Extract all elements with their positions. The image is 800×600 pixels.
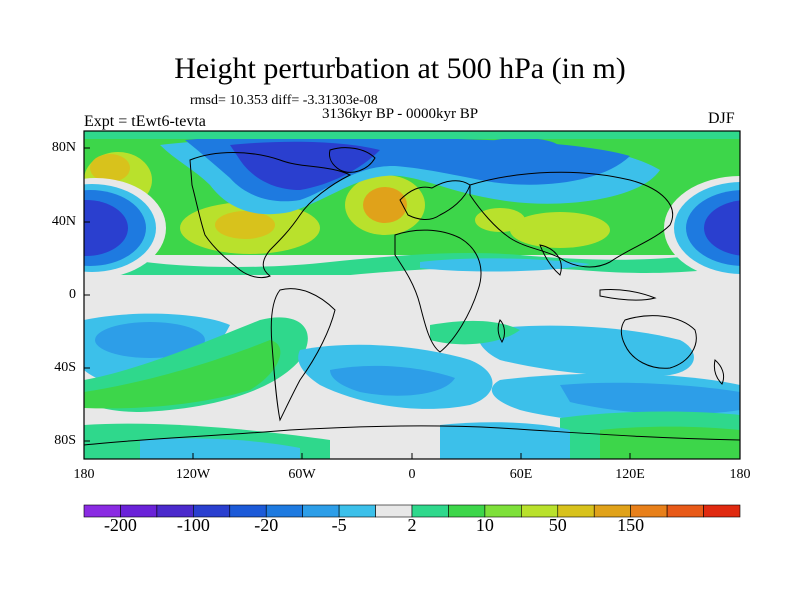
- lon-label: 60W: [288, 467, 316, 482]
- pacific-low-core: [704, 200, 740, 256]
- colorbar-label: -100: [176, 515, 210, 535]
- greenland-coast: [329, 147, 376, 173]
- experiment-label: Expt = tEwt6-tevta: [84, 113, 206, 130]
- yellow-patch: [215, 211, 275, 239]
- lon-label: 180: [73, 467, 95, 482]
- lat-label: 80S: [54, 433, 76, 448]
- stats-text: rmsd= 10.353 diff= -3.31303e-08: [190, 93, 378, 108]
- subtropical-streak: [420, 258, 590, 272]
- north-green-edge: [84, 250, 740, 275]
- season-label: DJF: [708, 110, 735, 127]
- colorbar-label: 50: [548, 515, 567, 535]
- lon-label: 60E: [509, 467, 533, 482]
- north-america-coast: [189, 152, 352, 279]
- south-blue-core: [330, 365, 455, 396]
- colorbar-swatch: [666, 504, 704, 518]
- colorbar-swatch: [703, 504, 741, 518]
- south-green-core: [84, 340, 281, 409]
- africa-coast: [394, 229, 482, 353]
- south-green-core: [600, 426, 740, 459]
- equatorial-gray: [84, 266, 740, 330]
- india-coast: [539, 244, 562, 276]
- height-field: [84, 131, 740, 459]
- yellow-patch: [90, 154, 130, 182]
- lon-label: 120W: [175, 467, 211, 482]
- antarctic-cyan: [440, 422, 570, 459]
- lat-label: 40N: [51, 214, 76, 229]
- top-strip: [84, 131, 740, 139]
- colorbar-label: -200: [103, 515, 137, 535]
- lat-label: 0: [69, 287, 76, 302]
- colorbar: [83, 504, 741, 518]
- lat-label: 80N: [51, 140, 76, 155]
- lat-label: 40S: [54, 360, 76, 375]
- pacific-low: [686, 190, 740, 266]
- lime-patch: [510, 212, 610, 248]
- tick-marks: [84, 147, 631, 459]
- antarctic-cyan: [140, 438, 300, 459]
- period-text: 3136kyr BP - 0000kyr BP: [322, 106, 479, 122]
- madagascar-coast: [497, 319, 505, 344]
- lime-patch: [475, 208, 525, 232]
- colorbar-label: -5: [331, 515, 347, 535]
- indonesia-coast: [599, 289, 657, 301]
- south-america-coast: [270, 288, 336, 422]
- lon-label: 180: [729, 467, 751, 482]
- coastlines: [83, 147, 741, 446]
- south-blue-core: [560, 382, 740, 415]
- antarctica-coast: [83, 425, 741, 446]
- new-zealand-coast: [713, 359, 725, 385]
- asia-coast: [469, 171, 673, 268]
- lon-label: 120E: [615, 467, 645, 482]
- map-title: Height perturbation at 500 hPa (in m): [174, 52, 626, 85]
- colorbar-label: 2: [407, 515, 417, 535]
- lon-label: 0: [408, 467, 416, 482]
- colorbar-label: 150: [617, 515, 645, 535]
- colorbar-label: -20: [254, 515, 279, 535]
- pacific-low-core: [84, 200, 128, 256]
- south-blue-patch: [95, 322, 205, 358]
- blue-patch: [480, 138, 560, 158]
- colorbar-label: 10: [475, 515, 494, 535]
- south-cyan-band: [478, 325, 694, 377]
- australia-coast: [620, 315, 697, 369]
- orange-patch: [363, 187, 407, 223]
